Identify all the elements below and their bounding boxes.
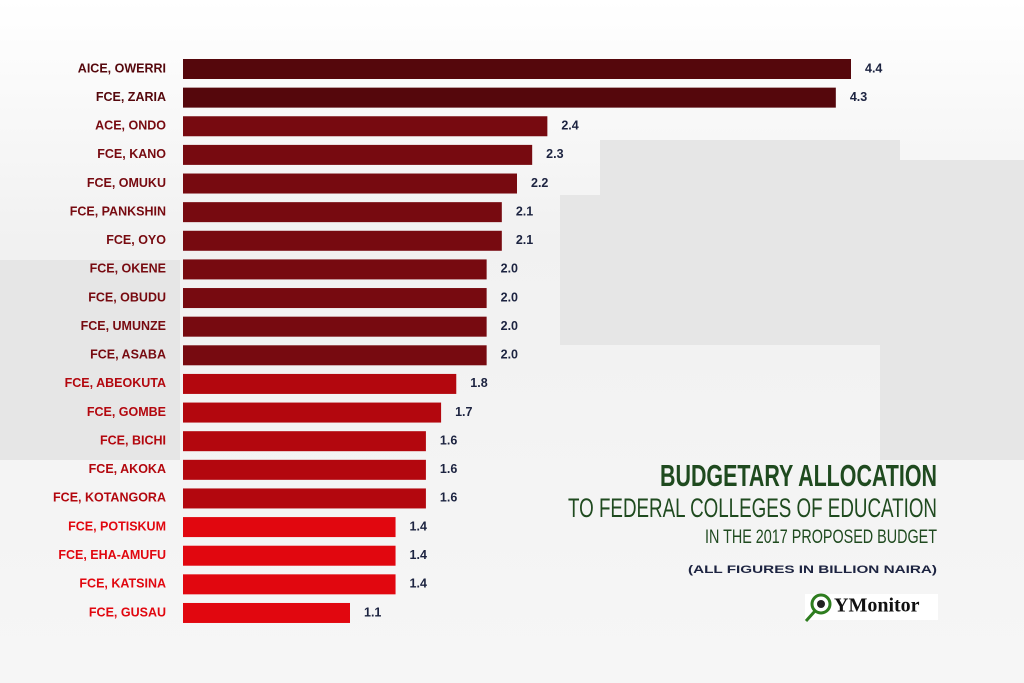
- category-label: FCE, OYO: [106, 233, 166, 247]
- value-label: 1.6: [440, 462, 457, 476]
- bar: [183, 574, 396, 595]
- bar: [183, 144, 533, 165]
- value-label: 1.4: [410, 548, 427, 562]
- bar: [183, 431, 426, 452]
- category-label: FCE, AKOKA: [89, 462, 166, 476]
- bar: [183, 517, 396, 538]
- category-label: ACE, ONDO: [95, 119, 166, 133]
- value-label: 2.1: [516, 233, 533, 247]
- category-label: FCE, OMUKU: [87, 176, 166, 190]
- bar: [183, 602, 350, 623]
- category-label: FCE, ASABA: [90, 348, 166, 362]
- value-label: 1.7: [455, 405, 472, 419]
- category-label: FCE, UMUNZE: [81, 319, 166, 333]
- bar: [183, 488, 426, 509]
- bar: [183, 373, 457, 394]
- category-label: FCE, OKENE: [90, 262, 166, 276]
- value-label: 2.2: [531, 176, 548, 190]
- value-label: 1.1: [364, 605, 381, 619]
- bar: [183, 202, 502, 223]
- value-label: 1.8: [470, 376, 487, 390]
- value-label: 2.3: [546, 147, 563, 161]
- value-label: 1.6: [440, 491, 457, 505]
- chart-title: BUDGETARY ALLOCATION: [660, 458, 937, 493]
- bar: [183, 59, 851, 79]
- chart-note: (ALL FIGURES IN BILLION NAIRA): [688, 564, 937, 576]
- logo: YMonitor: [804, 593, 938, 623]
- bar: [183, 288, 487, 309]
- category-label: FCE, OBUDU: [88, 290, 166, 304]
- value-label: 1.6: [440, 433, 457, 447]
- background-building: [0, 140, 1024, 460]
- value-label: 4.3: [850, 90, 867, 104]
- bar: [183, 173, 517, 194]
- category-label: FCE, BICHI: [100, 433, 166, 447]
- category-label: FCE, KOTANGORA: [53, 491, 166, 505]
- category-label: FCE, ABEOKUTA: [65, 376, 166, 390]
- bar: [183, 402, 442, 423]
- value-label: 2.4: [561, 119, 578, 133]
- chart-subtitle: IN THE 2017 PROPOSED BUDGET: [705, 527, 937, 548]
- value-label: 2.1: [516, 204, 533, 218]
- category-label: FCE, GOMBE: [87, 405, 166, 419]
- value-label: 1.4: [410, 577, 427, 591]
- value-label: 2.0: [501, 290, 518, 304]
- bar: [183, 87, 836, 108]
- category-label: FCE, POTISKUM: [68, 519, 166, 533]
- logo-text: YMonitor: [834, 595, 920, 617]
- value-label: 2.0: [501, 262, 518, 276]
- bar: [183, 545, 396, 566]
- value-label: 1.4: [410, 519, 427, 533]
- bar: [183, 259, 487, 280]
- bar: [183, 459, 426, 480]
- category-label: AICE, OWERRI: [78, 61, 166, 75]
- category-label: FCE, ZARIA: [96, 90, 166, 104]
- value-label: 4.4: [865, 61, 882, 75]
- category-label: FCE, PANKSHIN: [70, 204, 166, 218]
- value-label: 2.0: [501, 319, 518, 333]
- chart-subtitle: TO FEDERAL COLLEGES OF EDUCATION: [568, 493, 937, 523]
- bar: [183, 116, 548, 137]
- value-label: 2.0: [501, 348, 518, 362]
- bar: [183, 316, 487, 337]
- bar: [183, 230, 502, 251]
- category-label: FCE, EHA-AMUFU: [58, 548, 166, 562]
- category-label: FCE, KATSINA: [79, 577, 166, 591]
- category-label: FCE, KANO: [97, 147, 166, 161]
- category-label: FCE, GUSAU: [89, 605, 166, 619]
- bar: [183, 345, 487, 366]
